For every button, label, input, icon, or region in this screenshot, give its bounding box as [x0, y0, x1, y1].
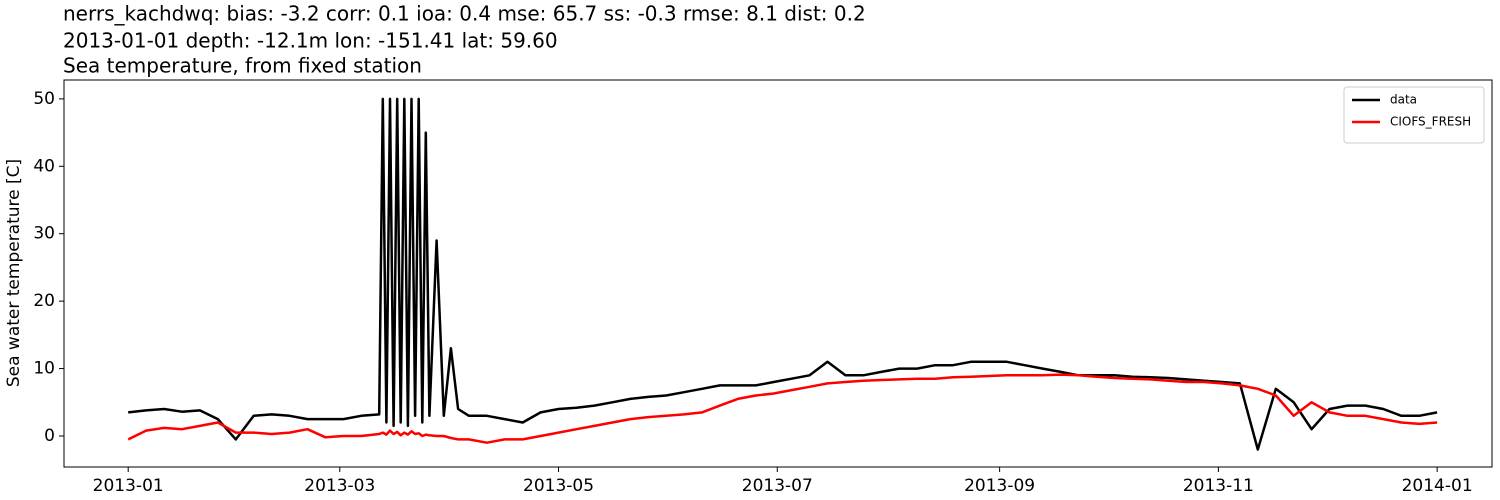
y-tick-label: 10	[33, 359, 55, 379]
x-tick-label: 2013-07	[742, 476, 813, 496]
y-tick-label: 40	[33, 156, 55, 176]
y-tick-label: 50	[33, 89, 55, 109]
x-tick-label: 2013-11	[1183, 476, 1254, 496]
x-tick-label: 2014-01	[1402, 476, 1473, 496]
y-tick-label: 20	[33, 291, 55, 311]
x-tick-label: 2013-09	[964, 476, 1035, 496]
legend-label: data	[1390, 93, 1417, 107]
title-line: 2013-01-01 depth: -12.1m lon: -151.41 la…	[63, 29, 558, 53]
title-line: Sea temperature, from fixed station	[63, 54, 422, 78]
series-line	[128, 97, 1438, 451]
legend-label: CIOFS_FRESH	[1390, 115, 1471, 129]
plot-frame	[63, 79, 1493, 468]
x-tick-label: 2013-05	[523, 476, 594, 496]
y-axis-label: Sea water temperature [C]	[4, 159, 24, 387]
y-tick-label: 0	[44, 426, 55, 446]
x-tick-label: 2013-03	[304, 476, 375, 496]
x-tick-label: 2013-01	[93, 476, 164, 496]
series-line	[127, 373, 1438, 444]
y-tick-label: 30	[33, 224, 55, 244]
title-line: nerrs_kachdwq: bias: -3.2 corr: 0.1 ioa:…	[63, 2, 866, 26]
